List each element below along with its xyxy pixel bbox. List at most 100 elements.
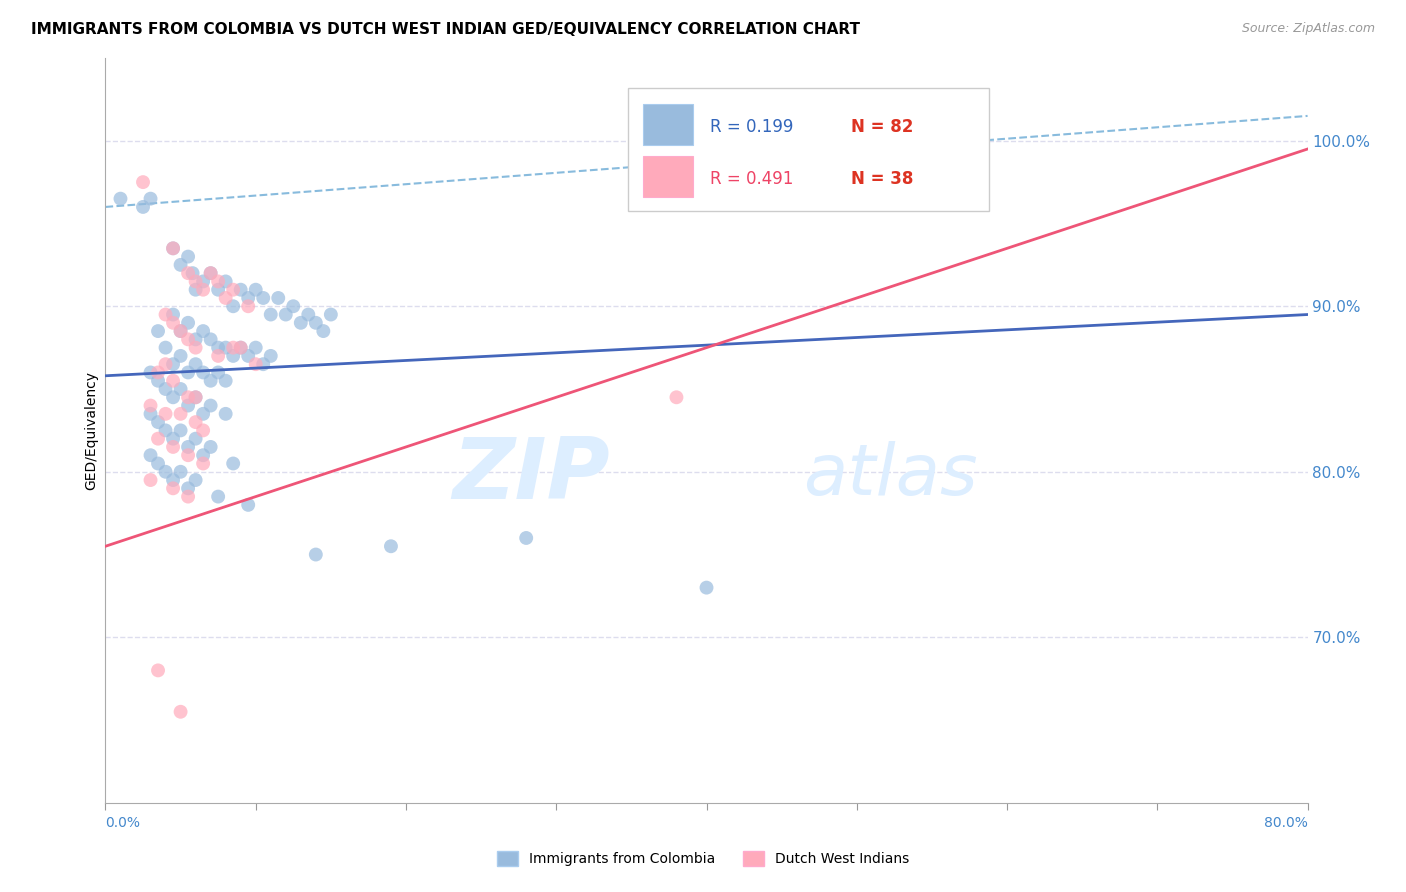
Point — [146, 457, 169, 471]
Point — [155, 308, 177, 322]
Point — [132, 200, 155, 214]
Point — [207, 349, 229, 363]
Point — [155, 341, 177, 355]
Point — [177, 390, 200, 404]
Point — [139, 399, 162, 413]
Point — [162, 374, 184, 388]
Point — [155, 407, 177, 421]
Point — [214, 407, 236, 421]
Point — [283, 299, 305, 313]
Point — [380, 539, 402, 553]
Point — [177, 440, 200, 454]
Point — [146, 432, 169, 446]
Point — [139, 473, 162, 487]
Point — [222, 299, 245, 313]
Point — [155, 357, 177, 371]
Point — [162, 316, 184, 330]
Point — [238, 299, 260, 313]
Point — [169, 324, 191, 338]
Point — [214, 341, 236, 355]
Point — [274, 308, 297, 322]
Point — [177, 250, 200, 264]
Point — [229, 341, 252, 355]
Point — [200, 374, 222, 388]
Point — [162, 241, 184, 255]
Point — [169, 324, 191, 338]
Point — [191, 448, 214, 462]
Point — [214, 374, 236, 388]
Point — [184, 357, 207, 371]
Point — [177, 266, 200, 280]
Text: N = 38: N = 38 — [851, 169, 912, 187]
Point — [162, 432, 184, 446]
Point — [162, 481, 184, 495]
Point — [245, 283, 267, 297]
Text: Source: ZipAtlas.com: Source: ZipAtlas.com — [1241, 22, 1375, 36]
Point — [184, 432, 207, 446]
Point — [177, 332, 200, 346]
Point — [162, 357, 184, 371]
Point — [207, 275, 229, 289]
Point — [305, 316, 328, 330]
Point — [191, 424, 214, 438]
Text: IMMIGRANTS FROM COLOMBIA VS DUTCH WEST INDIAN GED/EQUIVALENCY CORRELATION CHART: IMMIGRANTS FROM COLOMBIA VS DUTCH WEST I… — [31, 22, 860, 37]
Point — [229, 341, 252, 355]
Point — [184, 390, 207, 404]
Point — [177, 448, 200, 462]
Point — [169, 705, 191, 719]
Text: ZIP: ZIP — [453, 434, 610, 516]
Point — [162, 241, 184, 255]
Point — [312, 324, 335, 338]
Point — [665, 390, 688, 404]
Point — [155, 424, 177, 438]
FancyBboxPatch shape — [628, 87, 988, 211]
Point — [222, 341, 245, 355]
Point — [139, 192, 162, 206]
Point — [155, 465, 177, 479]
Point — [169, 407, 191, 421]
Text: 80.0%: 80.0% — [1264, 816, 1308, 830]
Point — [184, 275, 207, 289]
Point — [146, 324, 169, 338]
Point — [146, 366, 169, 380]
Point — [290, 316, 312, 330]
Point — [214, 291, 236, 305]
Point — [132, 175, 155, 189]
Point — [191, 283, 214, 297]
Point — [139, 407, 162, 421]
Point — [238, 291, 260, 305]
Point — [184, 283, 207, 297]
Point — [252, 291, 274, 305]
Point — [184, 415, 207, 429]
Point — [110, 192, 132, 206]
Point — [207, 366, 229, 380]
Point — [184, 390, 207, 404]
Point — [169, 349, 191, 363]
Point — [245, 341, 267, 355]
Point — [162, 440, 184, 454]
Point — [146, 664, 169, 678]
Point — [260, 349, 283, 363]
Point — [169, 382, 191, 396]
Point — [177, 399, 200, 413]
FancyBboxPatch shape — [643, 156, 693, 197]
Point — [181, 266, 204, 280]
Point — [155, 382, 177, 396]
Point — [162, 308, 184, 322]
Point — [184, 341, 207, 355]
Point — [177, 490, 200, 504]
Point — [229, 283, 252, 297]
Point — [184, 473, 207, 487]
Point — [162, 390, 184, 404]
Point — [139, 366, 162, 380]
Point — [252, 357, 274, 371]
Point — [238, 498, 260, 512]
Point — [222, 349, 245, 363]
Point — [200, 266, 222, 280]
Point — [222, 457, 245, 471]
Point — [146, 374, 169, 388]
Point — [169, 465, 191, 479]
Y-axis label: GED/Equivalency: GED/Equivalency — [84, 371, 98, 490]
Point — [200, 399, 222, 413]
Text: N = 82: N = 82 — [851, 118, 912, 136]
